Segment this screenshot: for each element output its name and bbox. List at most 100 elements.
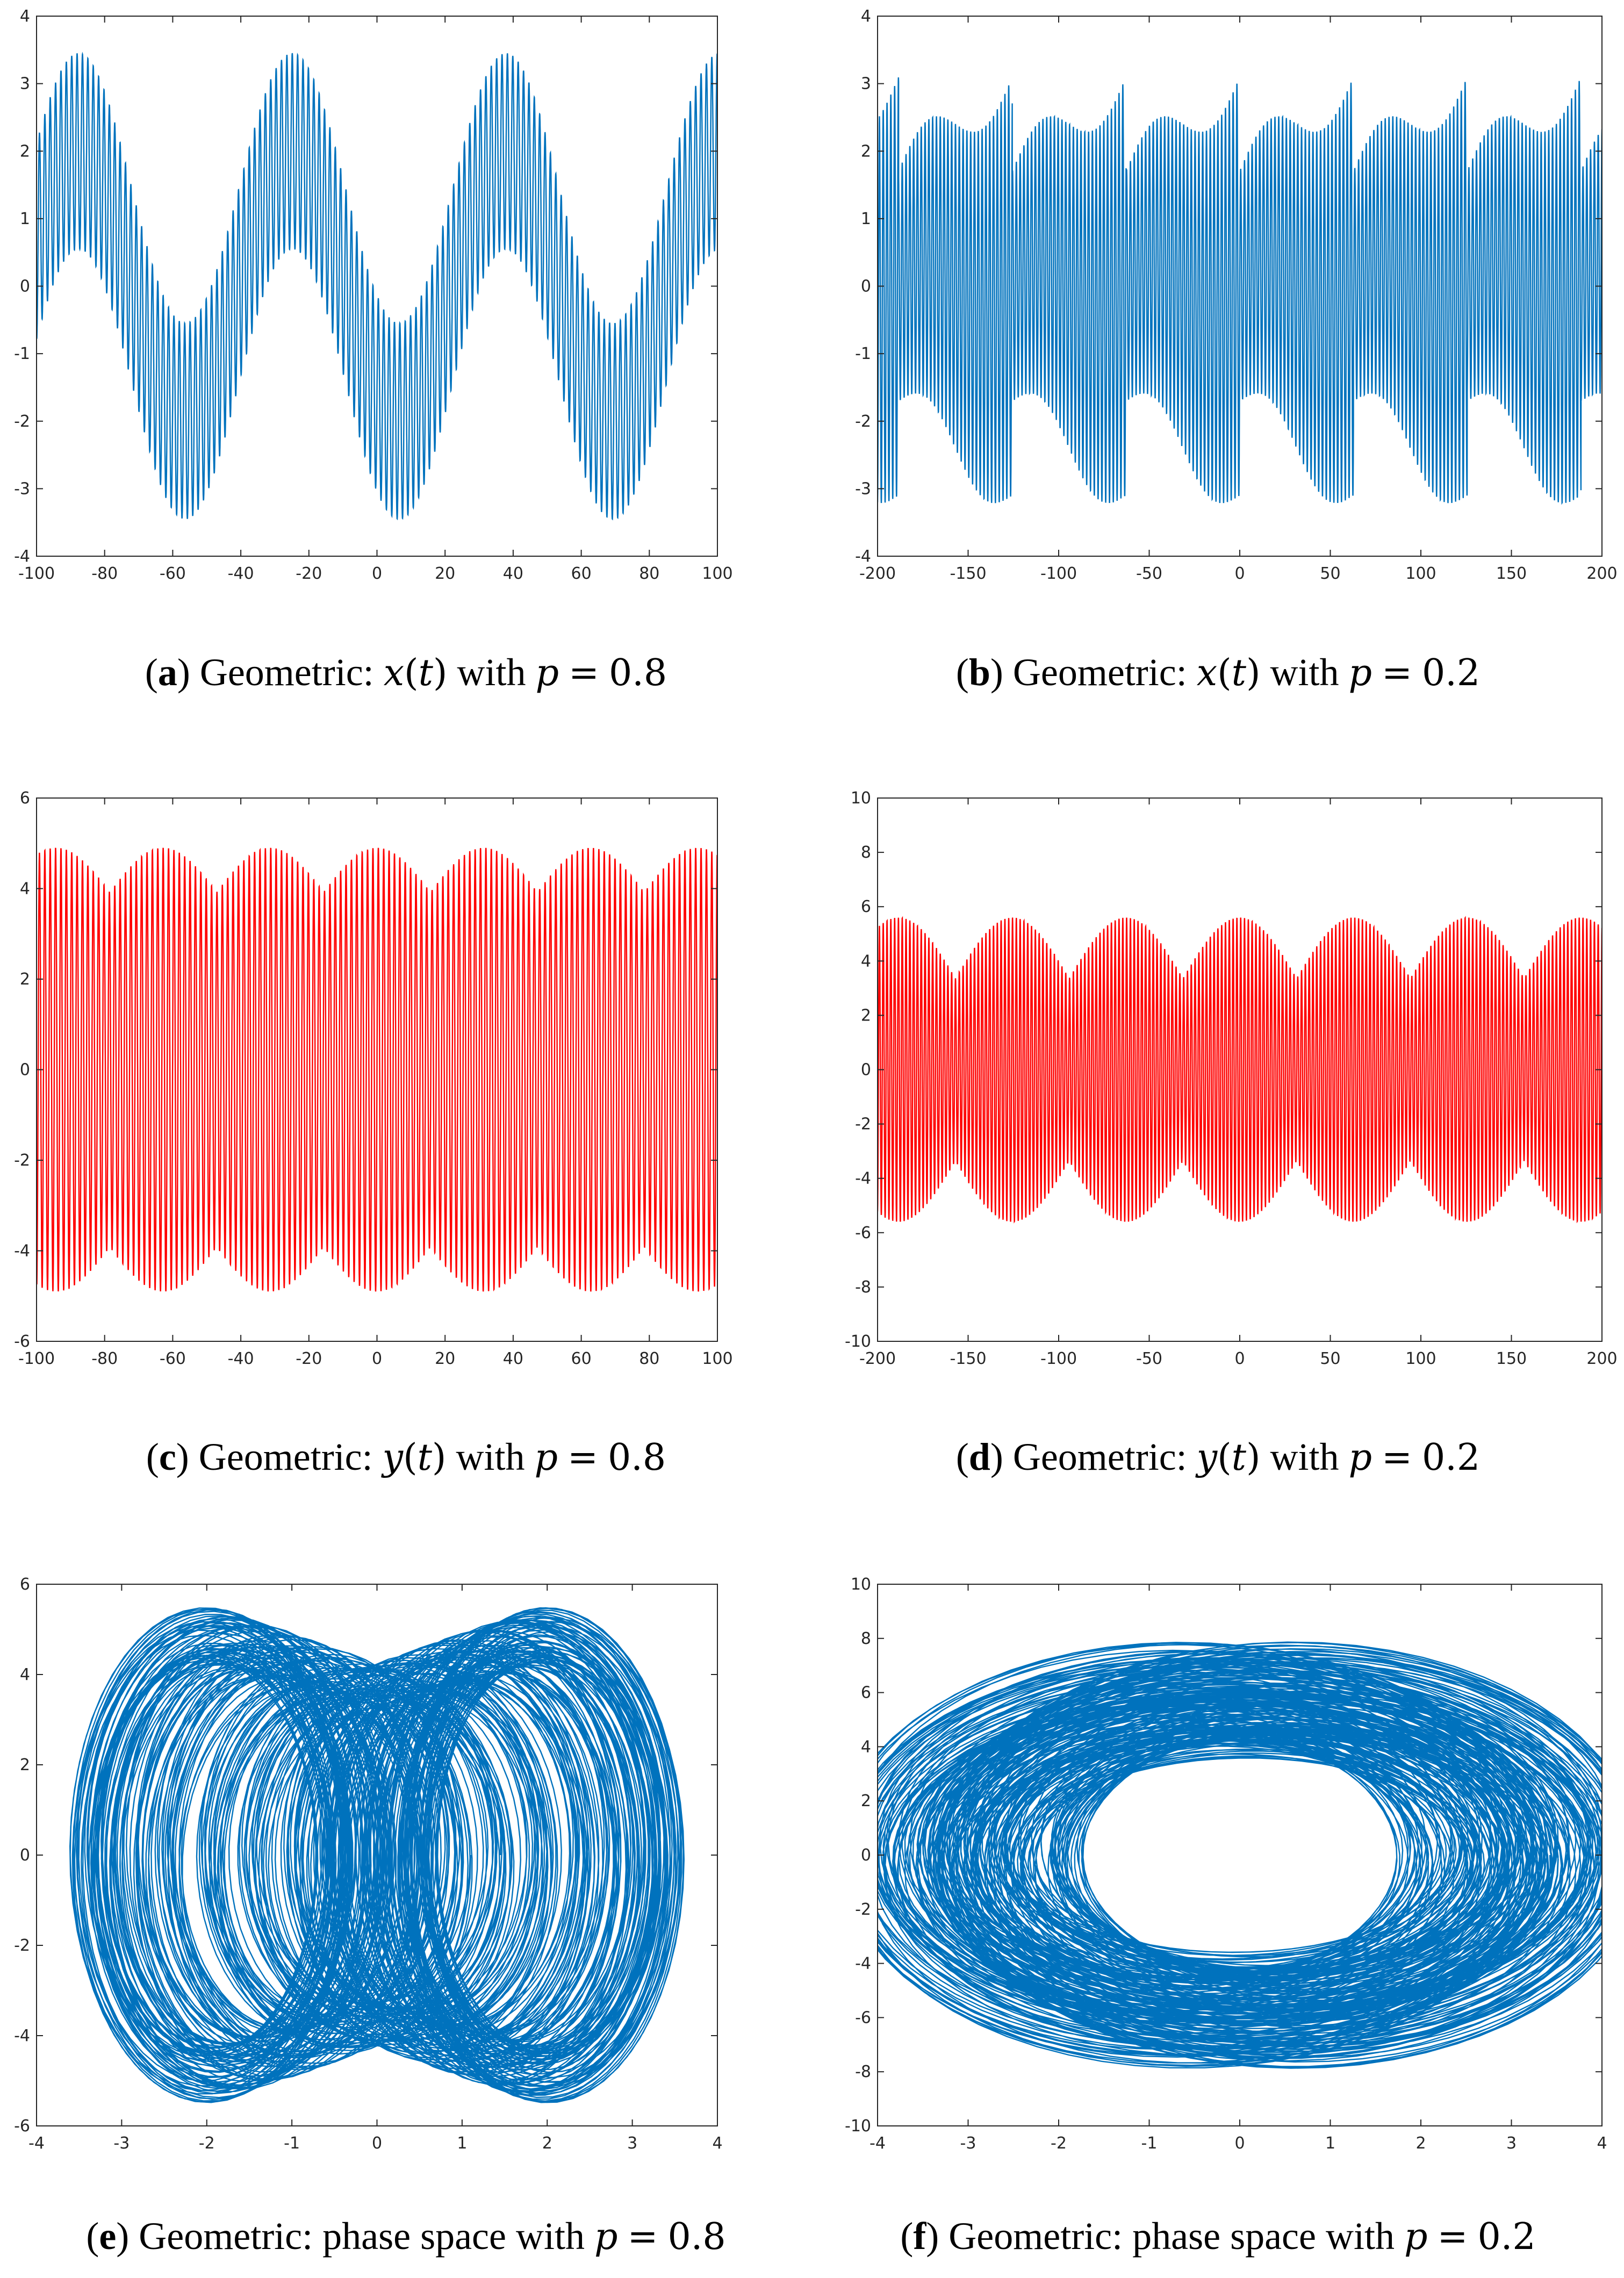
x-tick-label-e: 1 [457,2134,467,2153]
caption-c-lhs: y [382,1436,404,1479]
caption-e-pvar: p [594,2216,618,2258]
x-tick-label-e: -1 [284,2134,300,2153]
x-tick-label-b: -100 [1040,564,1077,583]
y-tick-label-b: -1 [855,344,871,363]
x-tick-label-a: -60 [160,564,186,583]
x-tick-label-d: 50 [1320,1349,1340,1368]
x-tick-label-a: 100 [702,564,732,583]
y-tick-label-d: 2 [861,1006,871,1025]
y-tick-label-f: 2 [861,1792,871,1810]
caption-c: (c) Geometric: y(t) with p = 0.8 [146,1435,666,1479]
caption-c-arg: t [417,1436,432,1479]
caption-a-label: a [157,651,177,694]
x-tick-label-d: -150 [950,1349,986,1368]
y-tick-label-e: -6 [14,2117,30,2136]
caption-a-arg: t [418,652,433,694]
y-tick-label-d: -2 [855,1115,871,1134]
x-tick-label-f: 2 [1415,2134,1426,2153]
chart-d: -200 -150 -100 -50 0 50 100 150 200 -10 -8 -6 -4 -2 0 2… [845,789,1618,1368]
caption-d-mid: with [1270,1435,1339,1478]
x-tick-label-c: -100 [18,1349,55,1368]
y-tick-label-b: 2 [861,142,871,161]
x-tick-label-f: 3 [1506,2134,1517,2153]
y-tick-label-d: 8 [861,843,871,862]
x-tick-label-f: 1 [1325,2134,1335,2153]
caption-d: (d) Geometric: y(t) with p = 0.2 [955,1435,1481,1479]
y-tick-label-f: -2 [855,1900,871,1919]
x-tick-label-c: -40 [228,1349,254,1368]
x-tick-label-f: 0 [1234,2134,1245,2153]
x-tick-label-e: -4 [28,2134,45,2153]
caption-e: (e) Geometric: phase space with p = 0.8 [86,2215,726,2258]
caption-f-eq: = [1437,2216,1468,2258]
x-tick-label-e: 4 [712,2134,722,2153]
caption-d-eq: = [1382,1436,1413,1479]
y-tick-label-e: -4 [14,2027,30,2045]
x-tick-label-a: -100 [18,564,55,583]
chart-panel-e: -4 -3 -2 -1 0 1 2 3 4 -6 -4 -2 0 2 4 6 (e) Geometric: p… [0,1569,812,2278]
series-line-f [878,1641,1602,2069]
caption-d-lhs: y [1196,1436,1218,1479]
x-tick-label-a: -80 [91,564,118,583]
caption-f-pvar: p [1404,2216,1428,2258]
caption-c-eq: = [567,1436,598,1479]
x-tick-label-b: 150 [1496,564,1527,583]
y-tick-label-f: -8 [855,2063,871,2081]
chart-a: -100 -80 -60 -40 -20 0 20 40 60 80 100 -4 -3 -2 -1 0 1 2 3… [14,7,733,583]
x-tick-label-a: 80 [639,564,659,583]
chart-b: -200 -150 -100 -50 0 50 100 150 200 -4 -3 -2 -1 0 1 2 3 4 [855,7,1618,583]
y-tick-label-d: -10 [845,1332,871,1351]
y-tick-label-b: 0 [861,277,871,296]
y-tick-label-d: -6 [855,1224,871,1242]
x-tick-label-b: -200 [859,564,896,583]
y-tick-label-a: -4 [14,547,30,566]
x-tick-label-d: 100 [1405,1349,1436,1368]
y-tick-label-b: -3 [855,479,871,498]
y-tick-label-b: -4 [855,547,871,566]
x-tick-label-d: 0 [1234,1349,1245,1368]
y-tick-label-c: 2 [20,970,30,989]
y-tick-label-f: 4 [861,1737,871,1756]
y-tick-label-c: -4 [14,1242,30,1261]
caption-d-arg: t [1231,1436,1246,1479]
y-tick-label-b: 1 [861,210,871,228]
y-tick-label-e: 4 [20,1665,30,1684]
caption-a: (a) Geometric: x(t) with p = 0.8 [145,651,667,694]
caption-b-label: b [968,651,990,694]
chart-panel-f: -4 -3 -2 -1 0 1 2 3 4 -10 -8 -6 -4 -2 0 2 4 6 8 10 (f) Geom… [812,1569,1624,2278]
caption-b-arg: t [1231,652,1246,694]
caption-b-text: Geometric: [1012,651,1187,694]
y-tick-label-c: 4 [20,880,30,899]
y-tick-label-f: -4 [855,1954,871,1973]
x-tick-label-d: 150 [1496,1349,1527,1368]
y-tick-label-f: 8 [861,1629,871,1648]
y-tick-label-b: 4 [861,7,871,26]
caption-a-mid: with [457,651,526,694]
x-tick-label-d: -50 [1136,1349,1162,1368]
caption-c-label: c [159,1435,176,1478]
x-tick-label-e: 3 [627,2134,637,2153]
x-tick-label-b: 0 [1234,564,1245,583]
y-tick-label-a: -2 [14,412,30,431]
y-tick-label-d: 6 [861,897,871,916]
y-tick-label-f: -10 [845,2117,871,2136]
caption-b-pval: 0.2 [1422,652,1481,694]
y-tick-label-e: 6 [20,1575,30,1594]
x-tick-label-f: -3 [960,2134,976,2153]
x-tick-label-f: -1 [1141,2134,1158,2153]
chart-panel-b: -200 -150 -100 -50 0 50 100 150 200 -4 -3 -2 -1 0 1 2 3 4… [812,0,1624,720]
y-tick-label-a: 1 [20,210,30,228]
y-tick-label-e: 2 [20,1756,30,1774]
y-tick-label-c: 0 [20,1061,30,1080]
series-line-d [878,916,1602,1224]
y-tick-label-a: -3 [14,479,30,498]
x-tick-label-a: -20 [296,564,322,583]
y-tick-label-b: 3 [861,75,871,94]
x-tick-label-d: -100 [1040,1349,1077,1368]
x-tick-label-a: -40 [228,564,254,583]
x-tick-label-b: 50 [1320,564,1340,583]
chart-panel-d: -200 -150 -100 -50 0 50 100 150 200 -10 -8 -6 -4 -2 0 2… [812,785,1624,1505]
axes-frame-a [36,16,718,557]
series-line-a [37,52,717,521]
